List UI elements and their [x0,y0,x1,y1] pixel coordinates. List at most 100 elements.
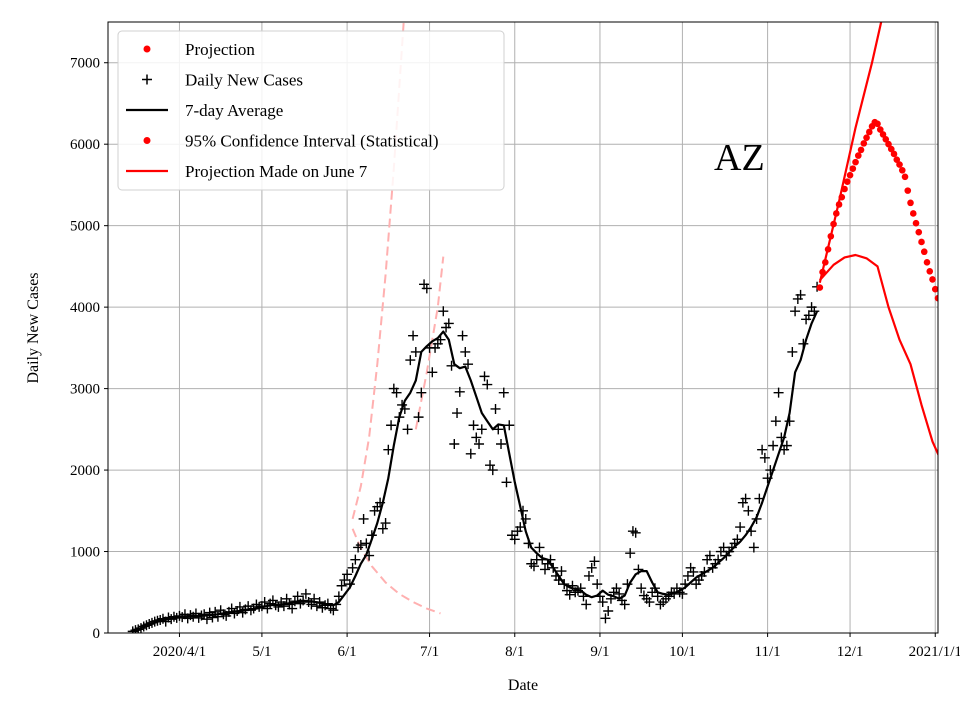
data-point [833,210,840,217]
data-point [355,540,366,551]
data-point [844,178,851,185]
data-point [490,403,501,414]
data-point [350,554,361,565]
series-line [818,22,883,283]
data-point [207,612,218,623]
data-point [413,412,424,423]
series-7-day-average [132,310,819,633]
legend-label: 7-day Average [185,101,283,120]
data-point [776,432,787,443]
x-tick-label: 2020/4/1 [153,644,206,660]
data-point [306,599,317,610]
x-tick-label: 2021/1/1 [909,644,960,660]
data-point [890,150,898,158]
data-point [380,518,391,529]
data-point [754,493,765,504]
data-point [841,185,848,193]
x-tick-label: 11/1 [755,644,781,660]
data-point [824,245,832,253]
legend-item: Projection Made on June 7 [126,162,368,181]
data-point [822,259,829,266]
data-point [896,161,903,168]
data-point [358,513,369,524]
data-point [743,505,754,516]
data-point [457,330,468,341]
legend-label: Daily New Cases [185,71,303,90]
data-point [259,597,270,608]
data-point [809,306,820,317]
data-point [383,444,394,455]
data-point [463,359,474,370]
data-point [342,569,353,580]
data-point [909,210,917,217]
data-point [605,593,616,604]
data-point [482,379,493,390]
data-point [765,465,776,476]
y-tick-label: 4000 [70,300,100,316]
data-point [600,613,611,624]
data-point [603,606,614,617]
data-point [583,570,594,581]
data-point [677,588,688,599]
x-tick-label: 8/1 [505,644,524,660]
x-axis-label: Date [508,677,538,694]
data-point [931,285,938,293]
y-tick-label: 7000 [70,56,100,72]
series-line [818,253,938,457]
data-point [887,145,895,153]
data-point [314,597,325,608]
y-tick-label: 6000 [70,137,100,153]
data-point [759,452,770,463]
data-point [501,477,512,488]
data-point [465,448,476,459]
data-point [375,497,386,508]
data-point [773,387,784,398]
data-point [298,595,309,606]
data-point [652,591,663,602]
data-point [553,575,564,586]
legend-marker-dot [143,45,151,53]
data-point [545,554,556,565]
data-point [333,591,344,602]
data-point [449,438,460,449]
data-point [770,416,781,427]
data-point [476,424,487,435]
data-point [331,599,342,610]
legend-item: Projection [143,40,255,59]
series-95-confidence-interval-upper [818,22,883,283]
data-point [688,566,699,577]
data-point [471,432,482,443]
data-point [278,601,289,612]
x-tick-label: 10/1 [669,644,696,660]
legend-item: Daily New Cases [142,71,303,90]
data-point [578,591,589,602]
data-point [539,564,550,575]
axis-ticks: 2020/4/1 5/1 6/1 7/1 8/1 9/1 10/1 11/1 12/1 2021/… [70,56,960,660]
data-point [281,593,292,604]
data-point [860,140,868,147]
y-tick-label: 0 [93,626,101,642]
data-point [528,561,539,572]
data-point [846,171,854,179]
data-point [386,420,397,431]
data-point [212,611,223,622]
data-point [751,513,762,524]
data-point [748,542,759,553]
data-point [377,523,388,534]
data-point [863,134,870,141]
x-tick-label: 12/1 [837,644,864,660]
series-line [351,528,441,615]
data-point [874,120,881,128]
data-point [619,599,630,610]
data-point [391,387,402,398]
data-point [443,318,454,329]
data-point [479,371,490,382]
data-point [564,589,575,600]
plot-frame [107,21,939,634]
series-line [414,256,445,430]
panel-label: AZ [714,137,765,179]
data-point [446,360,457,371]
data-point [784,416,795,427]
data-point [234,601,245,612]
data-point [918,238,925,246]
